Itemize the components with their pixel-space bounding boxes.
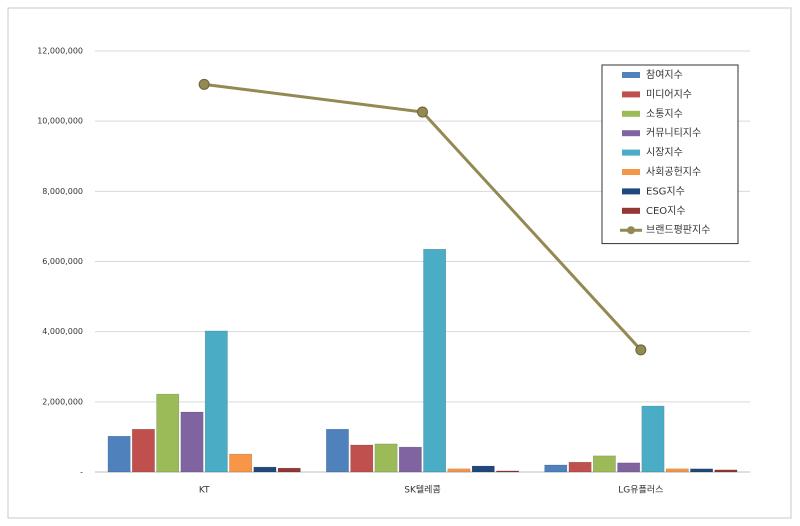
bar [277, 467, 301, 473]
y-tick-label: 8,000,000 [42, 187, 83, 196]
bar [156, 393, 180, 473]
bar [471, 465, 495, 473]
legend-label: 소통지수 [646, 108, 683, 120]
bar [690, 468, 713, 473]
bar [714, 469, 738, 473]
bar [423, 248, 447, 473]
y-tick-label: 4,000,000 [42, 327, 83, 336]
legend-swatch [622, 72, 640, 78]
legend-swatch [622, 169, 640, 175]
bar [204, 330, 228, 473]
y-tick-label: 6,000,000 [42, 257, 83, 266]
y-tick-label: 10,000,000 [37, 117, 83, 126]
line-marker [635, 344, 647, 356]
bar [592, 455, 616, 473]
bar [665, 468, 689, 473]
x-tick-label: KT [199, 486, 210, 496]
bar [253, 466, 277, 473]
legend-label: ESG지수 [646, 185, 685, 197]
bar [641, 405, 665, 473]
x-tick-label: LG유플러스 [618, 485, 663, 496]
legend-swatch [622, 130, 640, 137]
legend-marker [627, 226, 635, 235]
legend-label: 시장지수 [646, 147, 683, 159]
bar [496, 470, 519, 473]
bar [374, 443, 398, 473]
legend-label: 미디어지수 [646, 88, 692, 100]
bar [447, 468, 471, 473]
legend-swatch [622, 149, 640, 156]
bar [326, 428, 349, 473]
legend-label: 브랜드평판지수 [646, 224, 710, 236]
legend-swatch [622, 91, 640, 98]
y-tick-label: 2,000,000 [42, 397, 83, 406]
x-tick-label: SK텔레콤 [404, 484, 440, 496]
legend-label: CEO지수 [646, 205, 686, 217]
bar [180, 411, 204, 473]
legend-swatch [622, 207, 640, 214]
legend-label: 사회공헌지수 [646, 166, 701, 178]
bar [617, 462, 641, 473]
y-tick-label: - [80, 468, 83, 477]
bar [107, 435, 131, 473]
y-tick-label: 12,000,000 [37, 47, 83, 56]
bar [350, 444, 374, 473]
bar [229, 453, 253, 473]
bar [544, 464, 568, 473]
line-marker [417, 106, 428, 118]
bar [132, 428, 155, 473]
legend-swatch [622, 110, 640, 117]
legend-label: 참여지수 [646, 69, 683, 81]
legend-label: 커뮤니티지수 [646, 127, 701, 139]
line-marker [198, 78, 210, 90]
bar [398, 446, 422, 473]
legend-swatch [622, 188, 640, 195]
bar [568, 461, 592, 473]
